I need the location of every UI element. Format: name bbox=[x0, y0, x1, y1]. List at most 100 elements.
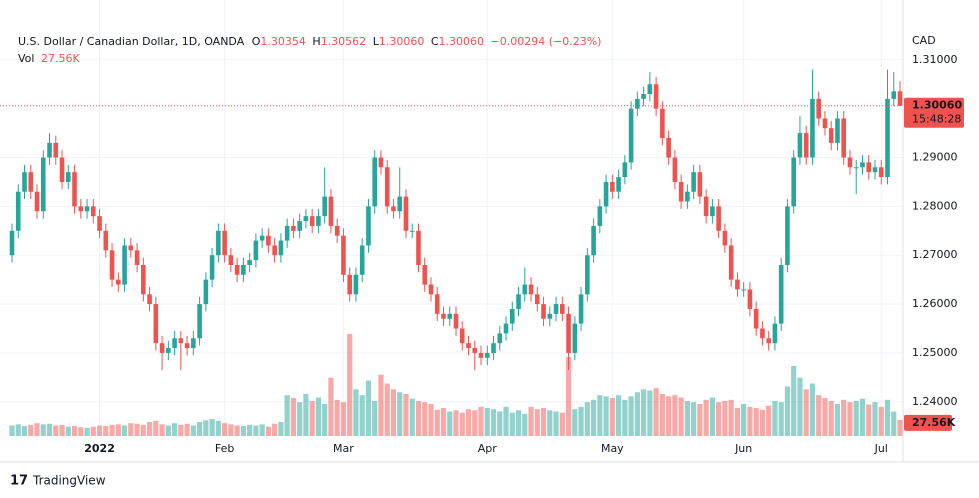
volume-bar bbox=[741, 403, 747, 436]
candle-body bbox=[322, 196, 327, 217]
x-tick-label: 2022 bbox=[84, 442, 115, 455]
volume-bar bbox=[509, 412, 515, 436]
volume-label-box bbox=[904, 414, 952, 431]
volume-bar bbox=[434, 409, 440, 436]
volume-bar bbox=[153, 420, 159, 436]
candle-body bbox=[159, 343, 165, 353]
candle-body bbox=[522, 284, 528, 295]
volume-bar bbox=[390, 389, 397, 436]
volume-bar bbox=[34, 423, 40, 436]
candle-body bbox=[697, 172, 703, 197]
volume-bar bbox=[766, 405, 772, 436]
candle-body bbox=[516, 294, 521, 309]
volume-bar bbox=[653, 388, 659, 436]
volume-bar bbox=[728, 399, 734, 436]
candle-body bbox=[197, 304, 202, 339]
volume-bar bbox=[647, 390, 653, 436]
volume-bar bbox=[353, 389, 359, 436]
volume-title: Vol bbox=[18, 52, 34, 65]
candle-body bbox=[234, 265, 240, 275]
candle-body bbox=[134, 250, 140, 266]
volume-bar bbox=[59, 424, 65, 436]
volume-bar bbox=[478, 406, 484, 436]
volume-bar bbox=[672, 395, 678, 436]
volume-bar bbox=[578, 406, 584, 436]
candle-body bbox=[40, 157, 46, 212]
volume-bar bbox=[528, 406, 534, 436]
candle-body bbox=[259, 235, 265, 241]
volume-bar bbox=[866, 404, 872, 436]
candle-body bbox=[622, 162, 628, 178]
candle-body bbox=[491, 343, 496, 353]
volume-bar bbox=[90, 426, 96, 436]
volume-bar bbox=[40, 424, 46, 436]
volume-bar bbox=[497, 411, 503, 436]
candle-body bbox=[266, 235, 271, 246]
volume-bar bbox=[897, 419, 903, 436]
volume-bar bbox=[634, 392, 640, 436]
volume-bar bbox=[71, 426, 78, 436]
volume-bar bbox=[234, 425, 240, 436]
volume-bar bbox=[540, 408, 547, 436]
candle-body bbox=[484, 352, 490, 358]
candle-body bbox=[791, 157, 796, 207]
candle-body bbox=[15, 191, 21, 231]
volume-bar bbox=[684, 401, 690, 436]
volume-bar bbox=[203, 420, 209, 436]
candle-body bbox=[453, 313, 459, 329]
candle-body bbox=[566, 313, 571, 353]
volume-bar bbox=[197, 422, 203, 436]
candle-body bbox=[341, 235, 346, 275]
volume-bar bbox=[415, 401, 422, 436]
candle-body bbox=[591, 225, 596, 256]
volume-bar bbox=[322, 403, 328, 436]
candle-body bbox=[422, 265, 428, 285]
volume-bar bbox=[359, 395, 365, 436]
candle-body bbox=[384, 167, 390, 207]
volume-bar bbox=[184, 423, 190, 436]
candle-body bbox=[141, 265, 146, 295]
volume-bar bbox=[9, 425, 15, 436]
volume-bar bbox=[822, 398, 828, 436]
candle-body bbox=[403, 196, 409, 231]
candle-body bbox=[222, 230, 227, 256]
candle-body bbox=[647, 84, 653, 95]
candle-body bbox=[735, 279, 740, 290]
candle-body bbox=[803, 133, 809, 158]
candle-body bbox=[184, 343, 190, 349]
y-tick-label: 1.31000 bbox=[912, 53, 958, 66]
candle-body bbox=[585, 255, 590, 295]
candle-body bbox=[116, 279, 121, 285]
volume-bar bbox=[121, 425, 128, 436]
candle-body bbox=[84, 206, 90, 212]
volume-bar bbox=[378, 374, 384, 436]
symbol-title: U.S. Dollar / Canadian Dollar, 1D, OANDA bbox=[18, 35, 245, 48]
candle-body bbox=[878, 167, 884, 178]
candle-body bbox=[610, 181, 615, 192]
volume-bar bbox=[584, 402, 590, 436]
volume-bar bbox=[853, 401, 859, 436]
candle-body bbox=[378, 157, 384, 168]
candle-body bbox=[847, 157, 853, 168]
volume-bar bbox=[778, 402, 784, 436]
volume-bar bbox=[828, 401, 834, 436]
volume-bar bbox=[872, 402, 878, 436]
ohlc-name: L bbox=[373, 35, 380, 48]
candle-body bbox=[835, 118, 840, 143]
volume-bar bbox=[553, 411, 559, 436]
volume-bar bbox=[703, 399, 709, 436]
candle-body bbox=[409, 230, 415, 232]
candle-body bbox=[534, 294, 540, 305]
volume-bar bbox=[759, 409, 766, 436]
volume-bar bbox=[347, 333, 353, 436]
volume-bar bbox=[128, 423, 134, 436]
y-tick-label: 1.26000 bbox=[912, 297, 958, 310]
volume-value: 27.56K bbox=[41, 52, 80, 65]
candle-body bbox=[897, 91, 903, 106]
volume-bar bbox=[666, 396, 672, 436]
candle-body bbox=[478, 352, 484, 358]
candle-body bbox=[760, 328, 765, 339]
volume-bar bbox=[565, 357, 572, 436]
volume-bar bbox=[228, 424, 234, 436]
volume-bar bbox=[297, 402, 303, 436]
